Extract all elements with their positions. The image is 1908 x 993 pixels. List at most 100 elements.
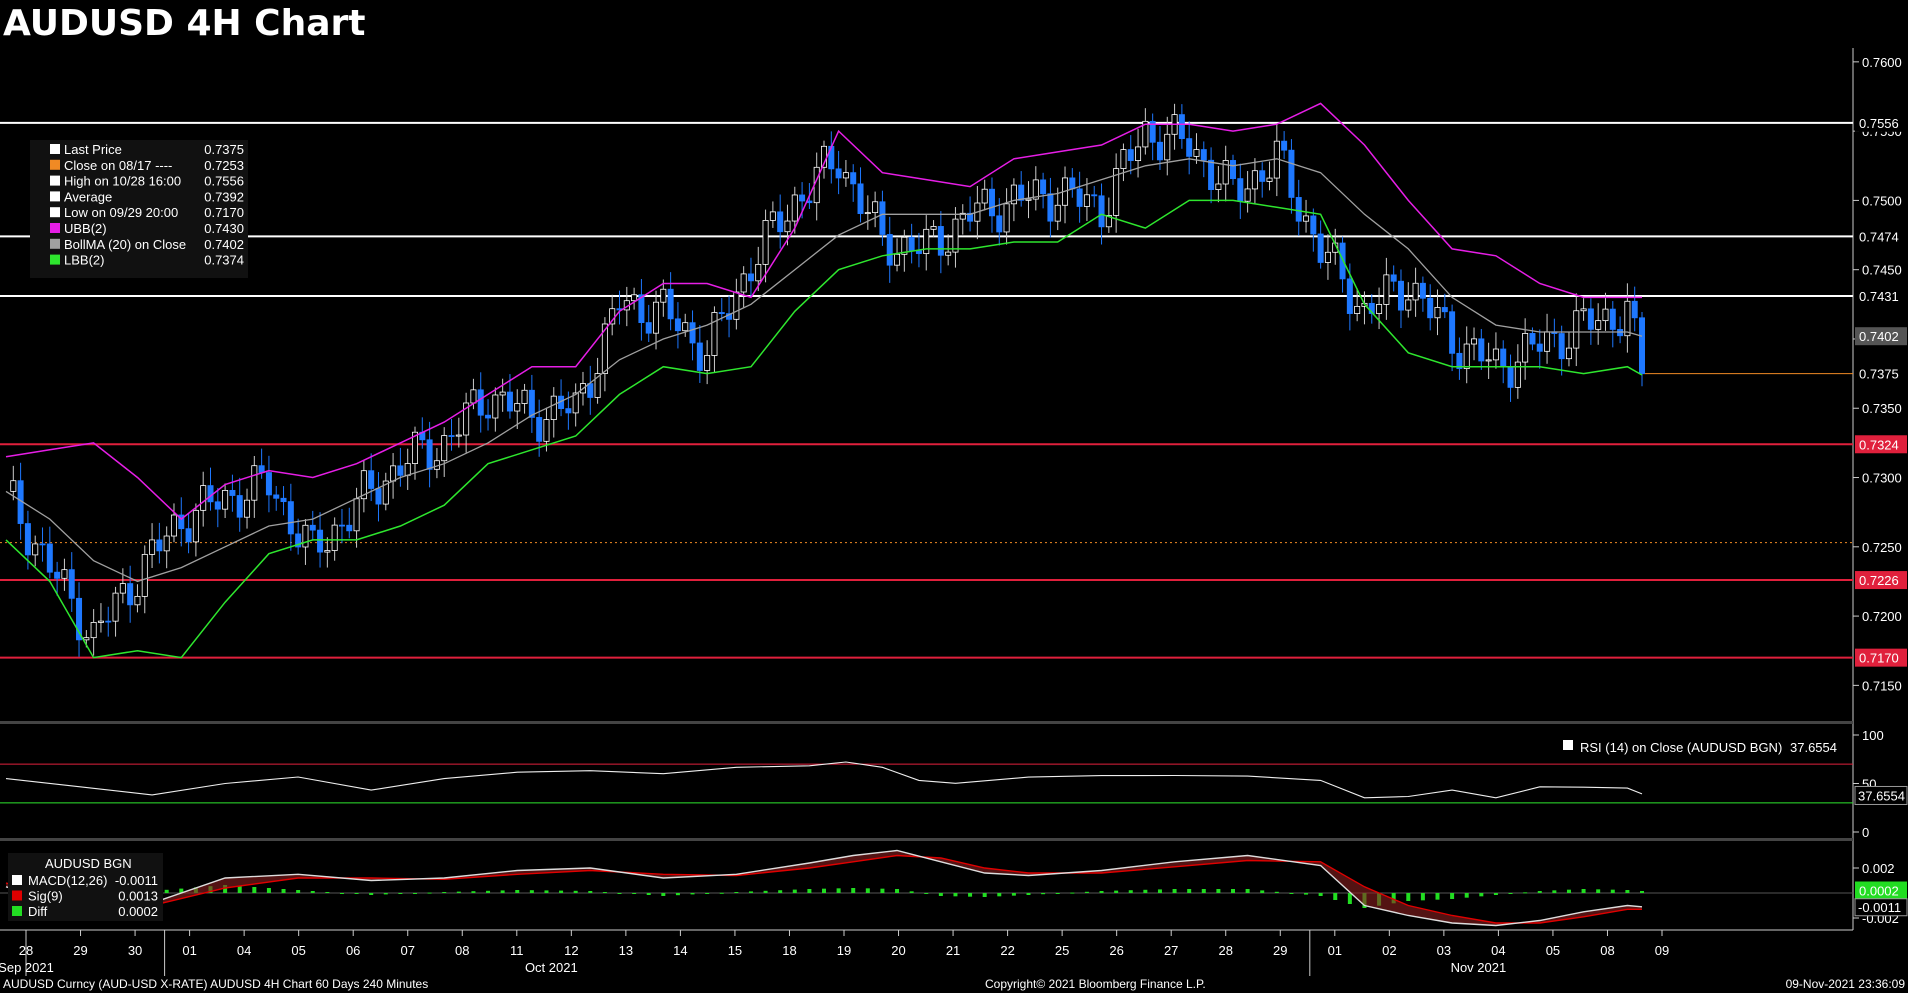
macd-diff-bar xyxy=(1435,893,1440,900)
candle-up xyxy=(1573,310,1580,349)
candle-down xyxy=(1317,233,1324,263)
macd-diff-bar xyxy=(1157,889,1162,893)
support-tag xyxy=(1855,435,1907,454)
macd-diff-bar xyxy=(296,890,301,893)
candle-up xyxy=(1544,331,1551,352)
candle-down xyxy=(1536,343,1543,352)
candle-down xyxy=(1040,179,1047,195)
candle-down xyxy=(850,172,857,185)
macd-diff-bar xyxy=(792,889,797,893)
candle-up xyxy=(1602,308,1609,322)
macd-diff-bar xyxy=(413,893,417,894)
price-y-tick-label: 0.7350 xyxy=(1862,401,1902,416)
candle-down xyxy=(777,211,784,233)
candle-down xyxy=(1288,149,1295,198)
x-tick-label: 02 xyxy=(1382,943,1396,958)
macd-diff-bar xyxy=(617,893,622,894)
candle-down xyxy=(1310,215,1317,235)
candle-down xyxy=(835,168,842,179)
macd-legend-value: 0.0002 xyxy=(118,904,158,919)
candle-up xyxy=(1193,149,1200,157)
candle-up xyxy=(631,294,638,302)
candle-up xyxy=(1514,361,1521,388)
candle-down xyxy=(127,583,134,606)
candle-down xyxy=(236,495,243,518)
candle-down xyxy=(1456,352,1463,369)
x-tick-label: 29 xyxy=(73,943,87,958)
candle-up xyxy=(390,465,397,482)
x-tick-label: 15 xyxy=(728,943,742,958)
candle-up xyxy=(61,569,68,579)
legend-label: LBB(2) xyxy=(64,253,104,268)
rsi-panel xyxy=(0,761,1853,804)
macd-diff-bar xyxy=(1084,891,1089,893)
candle-up xyxy=(1025,198,1032,201)
macd-diff-bar xyxy=(1610,889,1615,893)
candle-down xyxy=(696,342,703,371)
macd-diff-bar xyxy=(1566,889,1571,893)
x-tick-label: 01 xyxy=(182,943,196,958)
macd-panel xyxy=(0,849,1853,927)
rsi-value-tag-label: 37.6554 xyxy=(1858,788,1905,803)
candle-up xyxy=(382,480,389,505)
candle-up xyxy=(791,194,798,222)
rsi-value-tag xyxy=(1854,785,1908,805)
candle-up xyxy=(1222,160,1229,185)
macd-diff-bar xyxy=(1304,893,1309,895)
candle-up xyxy=(119,583,126,594)
x-tick-label: 01 xyxy=(1328,943,1342,958)
macd-diff-bar xyxy=(1011,893,1016,896)
macd-diff-bar xyxy=(968,893,973,897)
macd-diff-bar xyxy=(865,888,870,893)
macd-diff-bar xyxy=(1128,890,1133,893)
x-tick-label: 20 xyxy=(891,943,905,958)
candle-up xyxy=(97,620,104,623)
macd-legend-swatch xyxy=(12,906,22,916)
resistance-tag-label: 0.7474 xyxy=(1859,229,1899,244)
candle-up xyxy=(1120,149,1127,169)
macd-legend-value: -0.0011 xyxy=(115,873,158,888)
legend-label: BollMA (20) on Close xyxy=(64,237,186,252)
candle-down xyxy=(674,318,681,332)
macd-separator[interactable] xyxy=(0,838,1853,841)
candle-down xyxy=(68,569,75,599)
candle-down xyxy=(46,543,53,573)
y-axis: 0.76000.75500.75000.74500.74000.73500.73… xyxy=(1853,55,1908,926)
macd-diff-bar xyxy=(1231,889,1235,893)
x-tick-label: 08 xyxy=(1600,943,1614,958)
macd-line xyxy=(5,849,1643,927)
macd-diff-bar xyxy=(1479,893,1484,897)
candle-up xyxy=(653,301,660,334)
macd-diff-bar xyxy=(515,890,520,893)
macd-diff-bar xyxy=(354,893,359,894)
legend-value: 0.7375 xyxy=(204,142,244,157)
candle-down xyxy=(1186,138,1193,157)
macd-diff-bar xyxy=(1625,890,1630,893)
macd-diff-bar xyxy=(1464,893,1469,898)
macd-diff-bar xyxy=(588,891,593,893)
x-tick-label: 07 xyxy=(400,943,414,958)
candle-down xyxy=(1507,366,1514,388)
macd-diff-bar xyxy=(1070,892,1075,894)
candle-down xyxy=(448,435,455,437)
candle-up xyxy=(864,212,871,215)
candle-up xyxy=(32,543,39,556)
rsi-legend: RSI (14) on Close (AUDUSD BGN) 37.6554 xyxy=(1563,740,1837,755)
macd-diff-bar xyxy=(427,892,432,894)
macd-legend-swatch xyxy=(12,875,22,885)
candle-down xyxy=(39,543,46,546)
rsi-separator[interactable] xyxy=(0,721,1853,724)
legend-value: 0.7253 xyxy=(204,158,244,173)
candle-up xyxy=(1463,343,1470,369)
candle-up xyxy=(842,172,849,179)
candle-down xyxy=(1230,160,1237,180)
price-y-tick-label: 0.7200 xyxy=(1862,609,1902,624)
macd-diff-bar xyxy=(1041,893,1046,895)
candle-up xyxy=(1244,188,1251,202)
candle-up xyxy=(543,419,550,442)
candle-up xyxy=(1376,304,1383,314)
price-y-tick-label: 0.7300 xyxy=(1862,471,1902,486)
candle-up xyxy=(952,218,959,253)
candle-down xyxy=(996,215,1003,233)
candle-down xyxy=(1500,348,1507,368)
